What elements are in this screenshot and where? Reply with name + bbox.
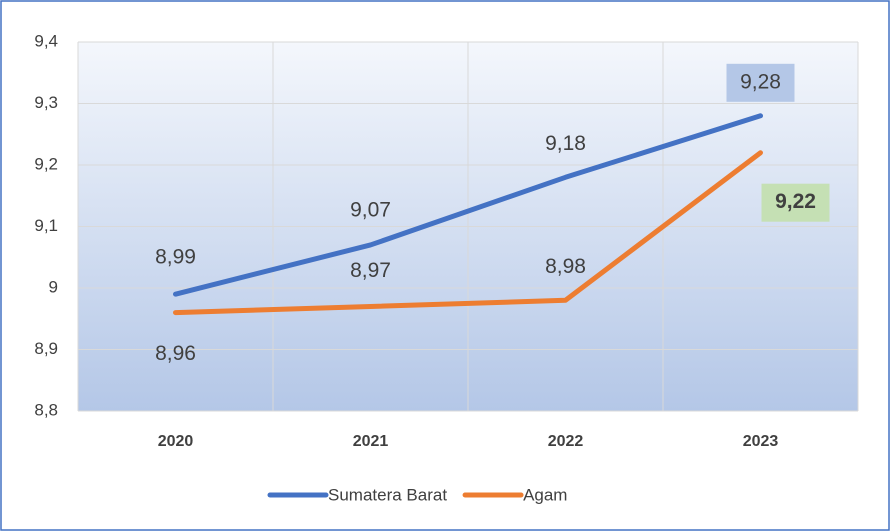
data-label: 9,22 <box>775 190 816 213</box>
y-tick-label: 9,2 <box>34 154 58 173</box>
line <box>173 113 763 297</box>
data-label: 9,18 <box>545 132 586 155</box>
y-tick-label: 9,1 <box>34 216 58 235</box>
x-tick-label: 2020 <box>158 433 194 450</box>
data-label: 8,96 <box>155 342 196 365</box>
y-tick-label: 9,3 <box>34 93 58 112</box>
legend-label: Agam <box>523 485 567 504</box>
y-tick-label: 9 <box>49 277 58 296</box>
label-box <box>761 183 830 222</box>
data-label: 9,28 <box>740 70 781 93</box>
label-box <box>726 63 795 102</box>
y-tick-label: 8,8 <box>34 400 58 419</box>
line <box>173 150 763 316</box>
legend-label: Sumatera Barat <box>328 485 447 504</box>
data-label: 8,99 <box>155 246 196 269</box>
x-tick-label: 2023 <box>743 433 779 450</box>
x-tick-label: 2021 <box>353 433 389 450</box>
data-label: 8,97 <box>350 259 391 282</box>
data-label: 9,07 <box>350 198 391 221</box>
data-label: 8,98 <box>545 255 586 278</box>
y-tick-label: 8,9 <box>34 339 58 358</box>
x-tick-label: 2022 <box>548 433 584 450</box>
y-tick-label: 9,4 <box>34 31 58 50</box>
